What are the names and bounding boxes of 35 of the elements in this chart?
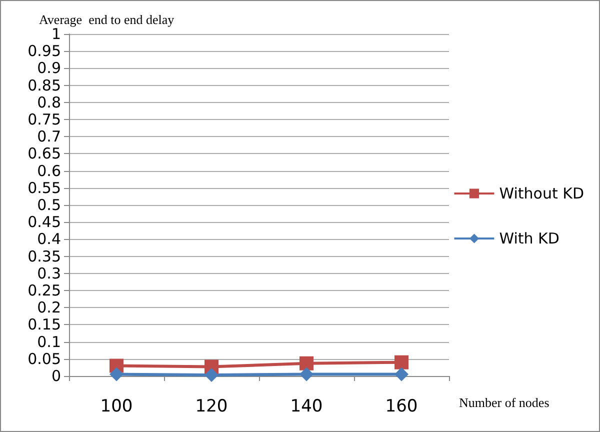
x-axis-title: Number of nodes: [459, 395, 550, 410]
y-tick-label: 0.75: [28, 110, 61, 128]
y-tick-label: 0.9: [37, 59, 61, 78]
y-tick-label: 0.05: [28, 350, 61, 368]
y-tick-label: 0: [51, 367, 61, 385]
point: [110, 367, 124, 382]
y-tick-label: 0.45: [28, 213, 61, 232]
y-tick-label: 0.15: [28, 316, 61, 334]
legend-label: With KD: [499, 230, 560, 248]
x-tick-label: 160: [385, 396, 418, 416]
y-tick-label: 0.3: [37, 264, 61, 282]
point: [300, 356, 314, 370]
y-tick-label: 0.6: [37, 162, 61, 180]
y-axis-title: Average end to end delay: [39, 12, 175, 27]
point: [394, 355, 408, 370]
y-tick-label: 0.55: [28, 178, 61, 197]
y-tick-label: 0.65: [28, 144, 61, 163]
y-tick-label: 0.5: [37, 196, 61, 214]
y-tick-label: 0.85: [28, 76, 61, 94]
point: [394, 367, 408, 382]
point: [204, 368, 218, 382]
y-tick-label: 0.95: [28, 42, 61, 60]
x-tick-label: 100: [100, 396, 133, 416]
y-tick-label: 0.2: [37, 298, 61, 317]
y-tick-label: 0.8: [37, 93, 61, 112]
legend-label: Without KD: [499, 184, 584, 202]
y-tick-label: 0.4: [37, 230, 61, 248]
y-tick-label: 0.35: [28, 247, 61, 266]
x-tick-label: 140: [290, 396, 323, 416]
y-tick-label: 0.1: [37, 332, 61, 351]
y-tick-label: 0.25: [28, 282, 61, 300]
x-tick-label: 120: [195, 396, 228, 416]
point: [300, 367, 314, 382]
y-tick-label: 0.7: [37, 128, 61, 146]
y-tick-label: 1: [51, 25, 61, 43]
